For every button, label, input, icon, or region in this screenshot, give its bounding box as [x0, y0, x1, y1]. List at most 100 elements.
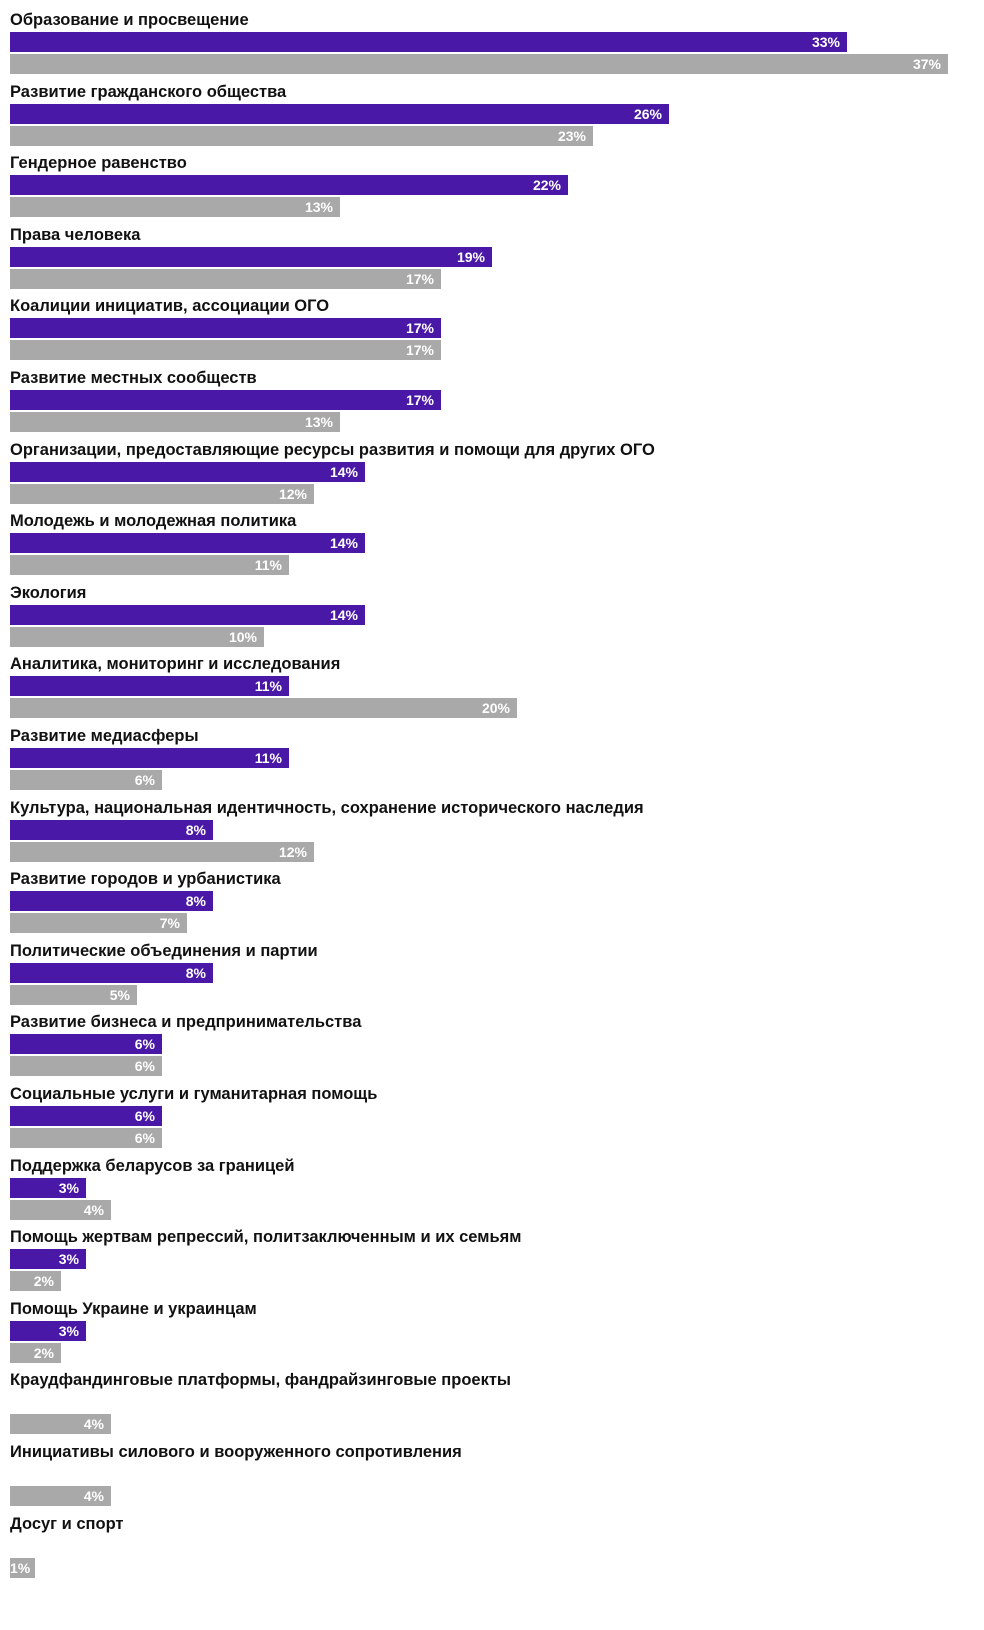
- bar-series-1: [10, 533, 365, 554]
- bar-series-2: [10, 555, 289, 576]
- bar-series-1: [10, 461, 365, 482]
- category-label: Развитие местных сообществ: [10, 369, 257, 387]
- category-label: Культура, национальная идентичность, сох…: [10, 798, 644, 817]
- data-label-series-1: 17%: [405, 392, 434, 408]
- data-label-series-2: 10%: [228, 628, 257, 645]
- data-label-series-1: 6%: [134, 1108, 155, 1124]
- category-label: Развитие медиасферы: [10, 727, 199, 745]
- data-label-series-1: 6%: [134, 1036, 155, 1053]
- data-label-series-2: 6%: [134, 772, 155, 788]
- bar-series-2: [10, 197, 340, 218]
- bar-series-1: [10, 1249, 86, 1270]
- bar-series-2: [10, 54, 948, 74]
- bar-series-1: [10, 962, 213, 983]
- data-label-series-2: 6%: [134, 1058, 155, 1075]
- data-label-series-1: 14%: [329, 606, 358, 623]
- data-label-series-2: 4%: [83, 1416, 104, 1433]
- category-label: Краудфандинговые платформы, фандрайзинго…: [10, 1371, 512, 1390]
- bar-series-2: [10, 1199, 111, 1220]
- data-label-series-2: 20%: [481, 700, 510, 717]
- category-label: Досуг и спорт: [10, 1514, 124, 1533]
- data-label-series-1: 22%: [532, 177, 561, 194]
- category-label: Коалиции инициатив, ассоциации ОГО: [10, 297, 330, 316]
- data-label-series-2: 12%: [278, 843, 307, 860]
- data-label-series-2: 17%: [405, 270, 434, 287]
- bar-series-2: [10, 483, 314, 504]
- data-label-series-1: 3%: [58, 1179, 79, 1196]
- bar-series-2: [10, 268, 441, 289]
- category-label: Политические объединения и партии: [10, 941, 318, 960]
- data-label-series-1: 8%: [185, 893, 206, 910]
- bar-series-1: [10, 891, 213, 912]
- data-label-series-2: 11%: [254, 557, 282, 574]
- category-label: Права человека: [10, 225, 141, 244]
- data-label-series-1: 14%: [329, 463, 358, 480]
- bar-series-1: [10, 175, 568, 196]
- data-label-series-1: 3%: [58, 1322, 79, 1339]
- data-label-series-2: 7%: [159, 915, 180, 932]
- category-label: Экология: [10, 583, 87, 602]
- data-label-series-1: 11%: [254, 678, 282, 695]
- data-label-series-2: 13%: [304, 199, 333, 216]
- bar-series-2: [10, 984, 137, 1005]
- bar-series-2: [10, 1557, 35, 1578]
- bar-series-2: [10, 770, 162, 790]
- category-label: Организации, предоставляющие ресурсы раз…: [10, 440, 655, 459]
- data-label-series-2: 23%: [557, 127, 586, 144]
- bar-series-2: [10, 1342, 61, 1363]
- category-label: Помощь Украине и украинцам: [10, 1299, 257, 1318]
- category-label: Помощь жертвам репрессий, политзаключенн…: [10, 1228, 522, 1247]
- bar-series-1: [10, 246, 492, 267]
- bar-series-1: [10, 1034, 162, 1055]
- category-label: Инициативы силового и вооруженного сопро…: [10, 1443, 462, 1461]
- bar-series-2: [10, 412, 340, 432]
- category-label: Аналитика, мониторинг и исследования: [10, 655, 341, 674]
- bar-series-2: [10, 1271, 61, 1292]
- bar-series-1: [10, 32, 847, 52]
- bar-series-1: [10, 1106, 162, 1126]
- category-label: Образование и просвещение: [10, 11, 249, 29]
- data-label-series-1: 11%: [254, 750, 282, 766]
- category-label: Развитие гражданского общества: [10, 82, 287, 101]
- data-label-series-2: 2%: [33, 1273, 54, 1290]
- bar-series-2: [10, 841, 314, 862]
- data-label-series-2: 17%: [405, 342, 434, 359]
- bar-series-2: [10, 1056, 162, 1077]
- bar-series-1: [10, 676, 289, 697]
- bar-series-1: [10, 1320, 86, 1341]
- bar-series-1: [10, 748, 289, 768]
- bar-series-2: [10, 1128, 162, 1148]
- data-label-series-1: 8%: [185, 821, 206, 838]
- bar-series-2: [10, 913, 187, 934]
- bar-series-2: [10, 1486, 111, 1506]
- bar-series-1: [10, 819, 213, 840]
- bar-series-2: [10, 125, 593, 146]
- data-label-series-2: 1%: [10, 1559, 31, 1576]
- data-label-series-1: 17%: [405, 320, 434, 337]
- data-label-series-1: 8%: [185, 964, 206, 981]
- category-label: Гендерное равенство: [10, 154, 187, 173]
- bar-series-1: [10, 604, 365, 625]
- bar-series-1: [10, 1177, 86, 1198]
- data-label-series-2: 2%: [33, 1344, 54, 1361]
- bar-series-2: [10, 698, 517, 719]
- data-label-series-2: 4%: [83, 1488, 104, 1504]
- category-label: Социальные услуги и гуманитарная помощь: [10, 1085, 378, 1103]
- bar-series-2: [10, 1414, 111, 1435]
- data-label-series-2: 37%: [912, 56, 941, 72]
- data-label-series-1: 33%: [811, 34, 840, 50]
- data-label-series-1: 14%: [329, 535, 358, 552]
- data-label-series-2: 13%: [304, 414, 333, 430]
- category-label: Молодежь и молодежная политика: [10, 512, 297, 531]
- category-label: Поддержка беларусов за границей: [10, 1156, 295, 1175]
- bar-series-1: [10, 390, 441, 410]
- data-label-series-2: 12%: [278, 485, 307, 502]
- bar-series-1: [10, 103, 669, 124]
- data-label-series-2: 5%: [109, 986, 130, 1003]
- data-label-series-2: 6%: [134, 1130, 155, 1146]
- category-label: Развитие городов и урбанистика: [10, 870, 281, 889]
- bar-series-2: [10, 626, 264, 647]
- data-label-series-1: 26%: [633, 105, 662, 122]
- data-label-series-1: 19%: [456, 248, 485, 265]
